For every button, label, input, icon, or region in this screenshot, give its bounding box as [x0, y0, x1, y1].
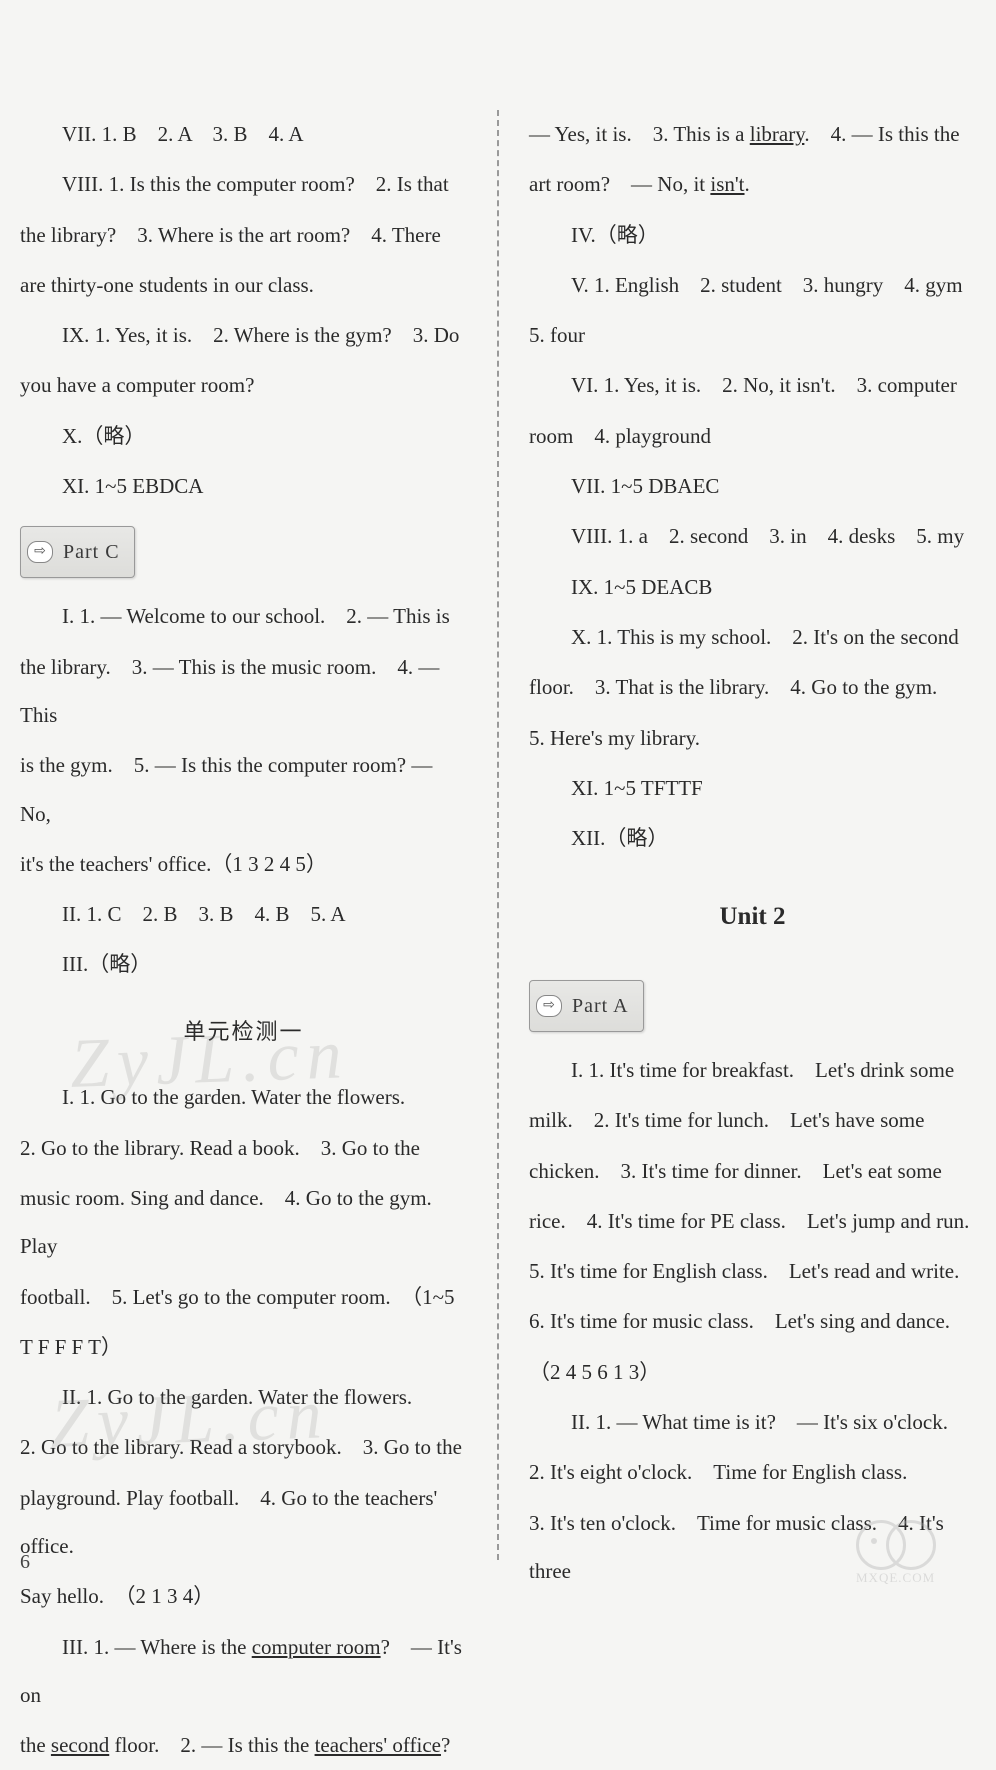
- text-line: III. 1. — Where is the computer room? — …: [20, 1623, 467, 1720]
- text: III. 1. — Where is the: [62, 1635, 252, 1659]
- arrow-icon: ⇨: [27, 541, 53, 563]
- unit-title: Unit 2: [529, 888, 976, 946]
- text-line: VIII. 1. Is this the computer room? 2. I…: [20, 160, 467, 208]
- text-line: V. 1. English 2. student 3. hungry 4. gy…: [529, 261, 976, 309]
- underline-text: isn't: [710, 172, 744, 196]
- part-c-label: Part C: [63, 529, 120, 575]
- watermark-logo: MXQE.COM: [856, 1510, 966, 1580]
- text-line: room 4. playground: [529, 412, 976, 460]
- text-line: II. 1. Go to the garden. Water the flowe…: [20, 1373, 467, 1421]
- text-line: you have a computer room?: [20, 361, 467, 409]
- text: . 4. — Is this the: [804, 122, 959, 146]
- text-line: III.（略）: [20, 940, 467, 988]
- text-line: T F F F T）: [20, 1323, 467, 1371]
- text-line: 6. It's time for music class. Let's sing…: [529, 1297, 976, 1345]
- text-line: II. 1. — What time is it? — It's six o'c…: [529, 1398, 976, 1446]
- text-line: the second floor. 2. — Is this the teach…: [20, 1721, 467, 1769]
- text: the: [20, 1733, 51, 1757]
- text-line: music room. Sing and dance. 4. Go to the…: [20, 1174, 467, 1271]
- text-line: VI. 1. Yes, it is. 2. No, it isn't. 3. c…: [529, 361, 976, 409]
- text-line: 2. Go to the library. Read a storybook. …: [20, 1423, 467, 1471]
- text-line: chicken. 3. It's time for dinner. Let's …: [529, 1147, 976, 1195]
- part-c-header: ⇨ Part C: [20, 526, 135, 578]
- text-line: I. 1. It's time for breakfast. Let's dri…: [529, 1046, 976, 1094]
- text-line: IV.（略）: [529, 211, 976, 259]
- underline-text: second: [51, 1733, 109, 1757]
- text-line: playground. Play football. 4. Go to the …: [20, 1474, 467, 1571]
- text-line: 5. four: [529, 311, 976, 359]
- text-line: the library. 3. — This is the music room…: [20, 643, 467, 740]
- page-container: VII. 1. B 2. A 3. B 4. AVIII. 1. Is this…: [0, 0, 996, 1600]
- text: ?: [441, 1733, 450, 1757]
- text-line: XII.（略）: [529, 814, 976, 862]
- text: — Yes, it is. 3. This is a: [529, 122, 750, 146]
- text-line: X.（略）: [20, 412, 467, 460]
- page-number: 6: [20, 1551, 30, 1574]
- text-line: football. 5. Let's go to the computer ro…: [20, 1273, 467, 1321]
- text-line: floor. 3. That is the library. 4. Go to …: [529, 663, 976, 711]
- text-line: milk. 2. It's time for lunch. Let's have…: [529, 1096, 976, 1144]
- text-line: X. 1. This is my school. 2. It's on the …: [529, 613, 976, 661]
- text-line: Say hello. （2 1 3 4）: [20, 1572, 467, 1620]
- text: .: [745, 172, 750, 196]
- text-line: 5. Here's my library.: [529, 714, 976, 762]
- text-line: — Yes, it is. 3. This is a library. 4. —…: [529, 110, 976, 158]
- left-column: VII. 1. B 2. A 3. B 4. AVIII. 1. Is this…: [20, 110, 467, 1560]
- text-line: IX. 1~5 DEACB: [529, 563, 976, 611]
- right-column: — Yes, it is. 3. This is a library. 4. —…: [529, 110, 976, 1560]
- arrow-icon: ⇨: [536, 995, 562, 1017]
- text-line: rice. 4. It's time for PE class. Let's j…: [529, 1197, 976, 1245]
- text-line: it's the teachers' office.（1 3 2 4 5）: [20, 840, 467, 888]
- text-line: II. 1. C 2. B 3. B 4. B 5. A: [20, 890, 467, 938]
- text-line: the library? 3. Where is the art room? 4…: [20, 211, 467, 259]
- text-line: VIII. 1. a 2. second 3. in 4. desks 5. m…: [529, 512, 976, 560]
- text: floor. 2. — Is this the: [109, 1733, 314, 1757]
- text-line: I. 1. — Welcome to our school. 2. — This…: [20, 592, 467, 640]
- text-line: is the gym. 5. — Is this the computer ro…: [20, 741, 467, 838]
- text-line: 2. Go to the library. Read a book. 3. Go…: [20, 1124, 467, 1172]
- text-line: 5. It's time for English class. Let's re…: [529, 1247, 976, 1295]
- text-line: XI. 1~5 EBDCA: [20, 462, 467, 510]
- watermark-brand: MXQE.COM: [856, 1570, 935, 1586]
- underline-text: library: [750, 122, 805, 146]
- text-line: 2. It's eight o'clock. Time for English …: [529, 1448, 976, 1496]
- text: art room? — No, it: [529, 172, 710, 196]
- text-line: IX. 1. Yes, it is. 2. Where is the gym? …: [20, 311, 467, 359]
- column-divider: [497, 110, 499, 1560]
- part-a-label: Part A: [572, 983, 629, 1029]
- text-line: art room? — No, it isn't.: [529, 160, 976, 208]
- text-line: VII. 1. B 2. A 3. B 4. A: [20, 110, 467, 158]
- text-line: XI. 1~5 TFTTF: [529, 764, 976, 812]
- text-line: I. 1. Go to the garden. Water the flower…: [20, 1073, 467, 1121]
- text-line: VII. 1~5 DBAEC: [529, 462, 976, 510]
- underline-text: teachers' office: [315, 1733, 441, 1757]
- text-line: are thirty-one students in our class.: [20, 261, 467, 309]
- section-title: 单元检测一: [20, 1007, 467, 1058]
- text-line: （2 4 5 6 1 3）: [529, 1348, 976, 1396]
- underline-text: computer room: [252, 1635, 381, 1659]
- part-a-header: ⇨ Part A: [529, 980, 644, 1032]
